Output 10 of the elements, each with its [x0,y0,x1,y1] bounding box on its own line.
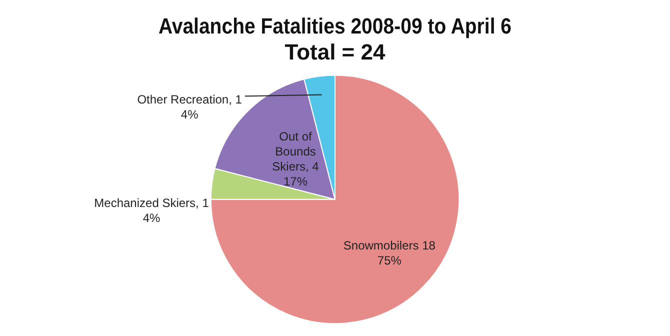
data-label: 4% [142,211,161,226]
chart-title: Avalanche Fatalities 2008-09 to April 6 [158,14,512,39]
data-label: 75% [377,254,402,268]
slice-label: Other Recreation, 1 [137,92,242,106]
slice-label: Snowmobilers 18 [343,238,436,253]
chart-subtitle: Total = 24 [284,40,386,65]
data-label: 4% [180,107,199,122]
slice-label: Out of Bounds Skiers, 4 [272,130,320,174]
data-label: 17% [283,174,308,189]
slice-label: Mechanized Skiers, 1 [94,196,210,210]
